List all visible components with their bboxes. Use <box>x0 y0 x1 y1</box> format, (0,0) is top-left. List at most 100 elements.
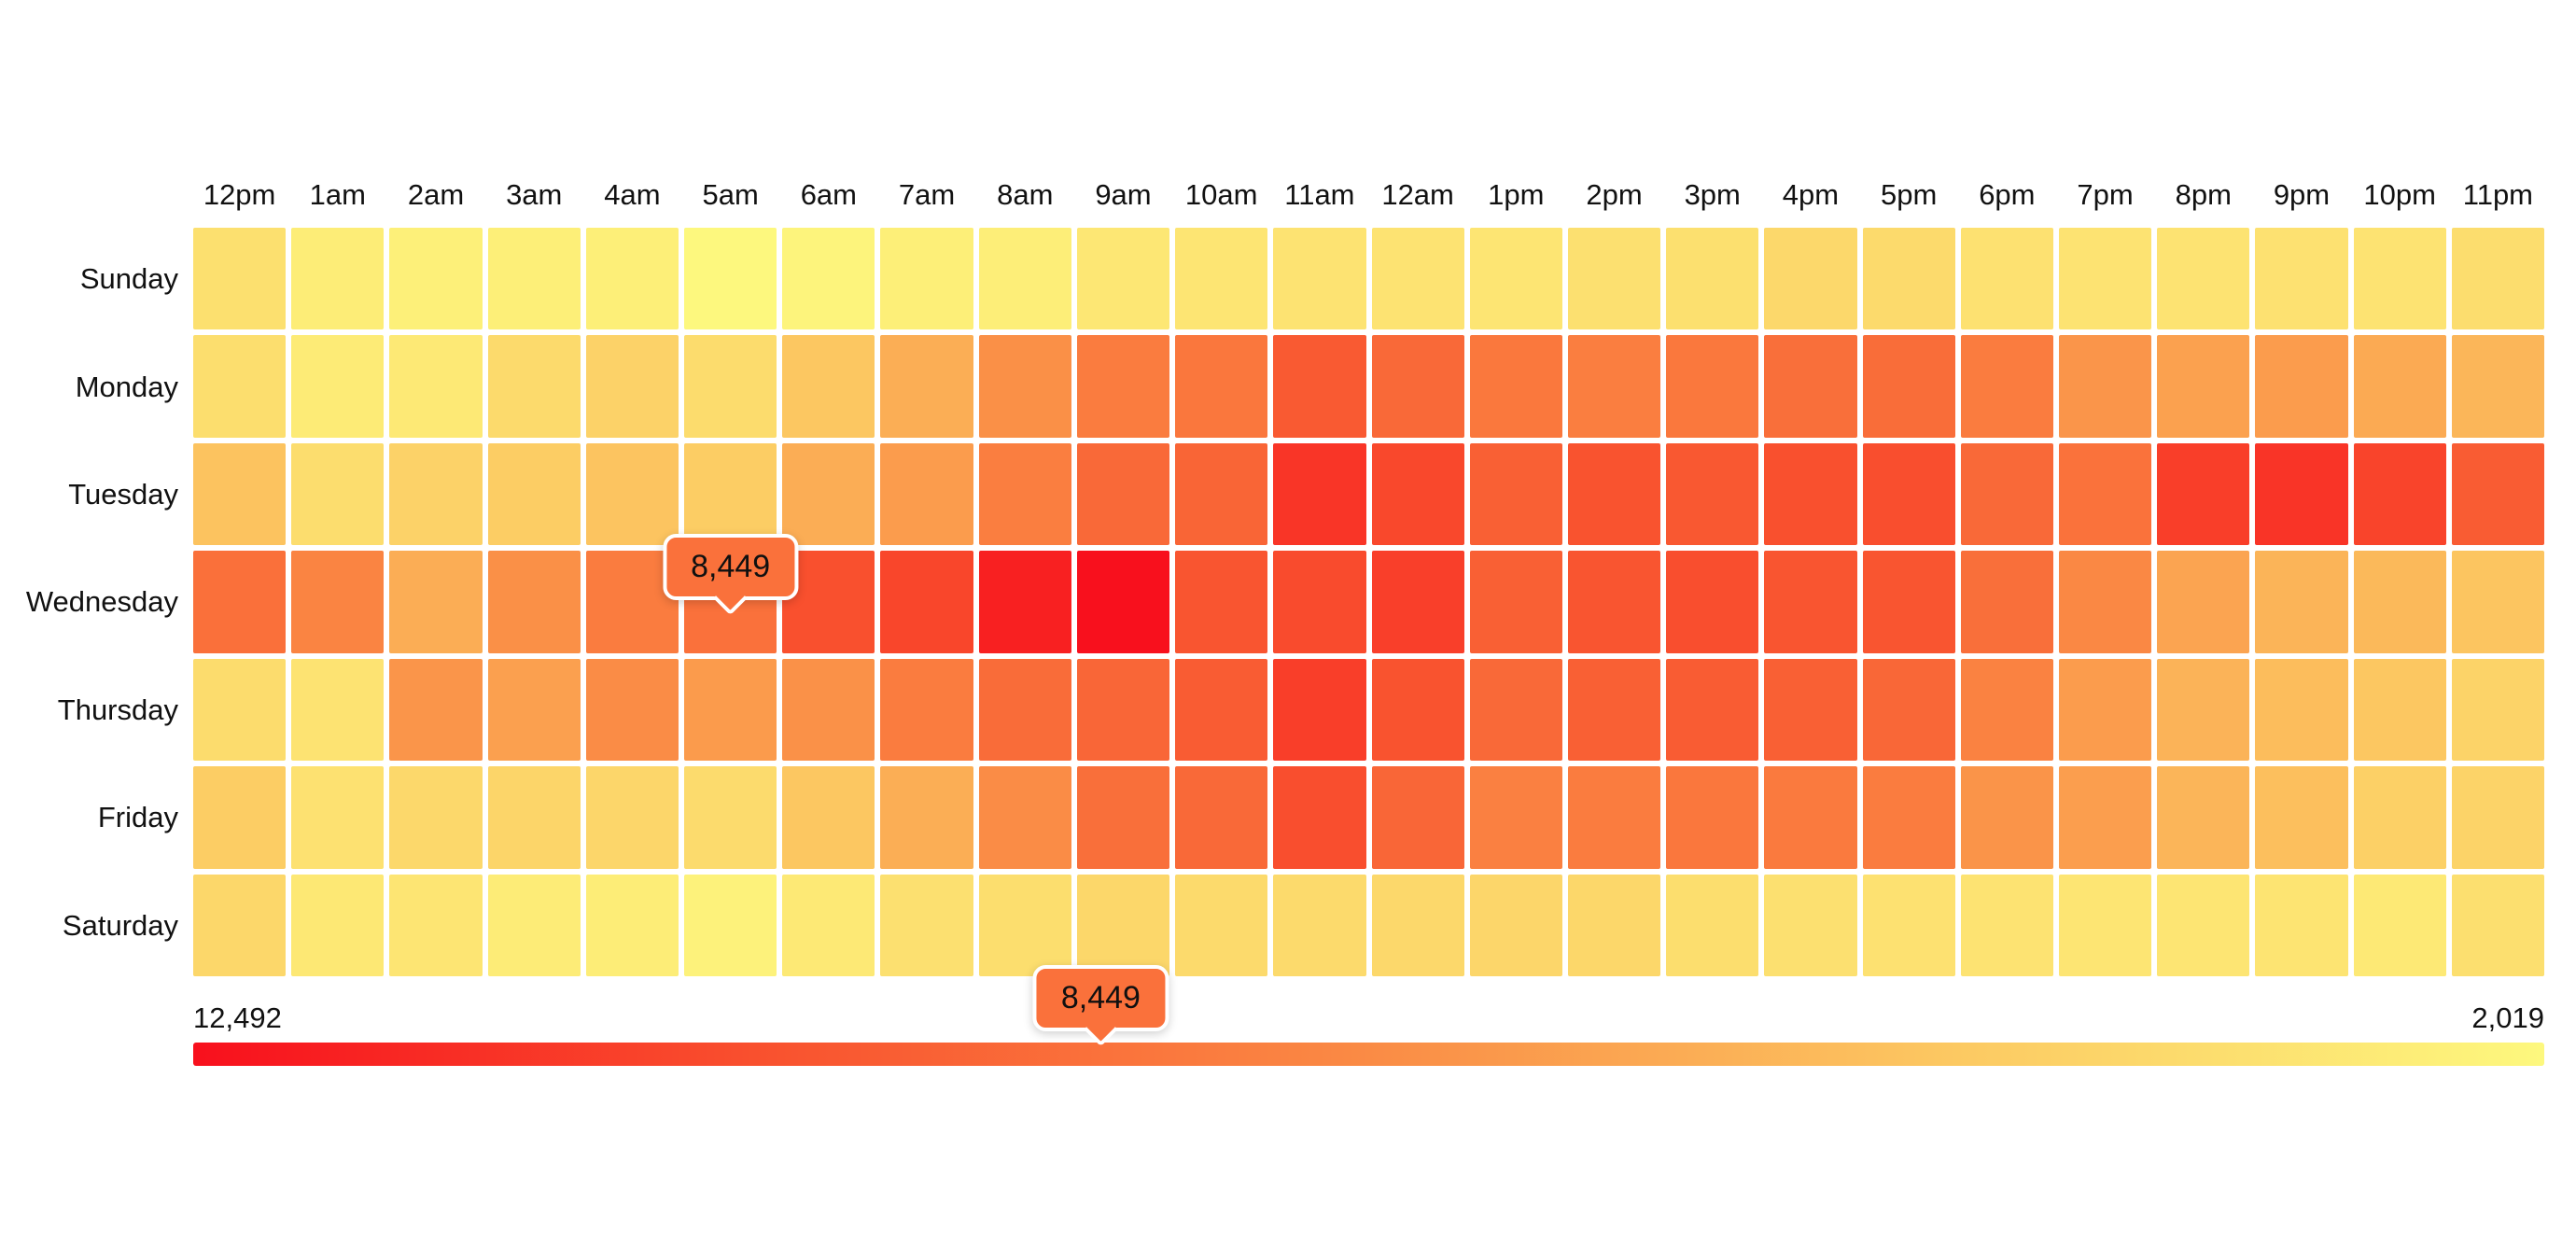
heatmap-cell[interactable] <box>880 766 973 869</box>
heatmap-cell[interactable] <box>2255 442 2348 546</box>
heatmap-cell[interactable] <box>585 335 679 438</box>
heatmap-cell[interactable] <box>684 228 777 330</box>
heatmap-cell[interactable] <box>1567 335 1661 438</box>
heatmap-cell[interactable] <box>1862 228 1955 330</box>
heatmap-cell[interactable] <box>193 874 287 976</box>
heatmap-cell[interactable] <box>1469 551 1562 653</box>
heatmap-cell[interactable] <box>1764 335 1857 438</box>
heatmap-cell[interactable] <box>2353 442 2446 546</box>
heatmap-cell[interactable] <box>1666 766 1759 869</box>
heatmap-cell[interactable] <box>880 442 973 546</box>
heatmap-cell[interactable] <box>193 228 287 330</box>
heatmap-cell[interactable] <box>1371 335 1464 438</box>
heatmap-cell[interactable] <box>291 335 385 438</box>
heatmap-cell[interactable] <box>585 228 679 330</box>
heatmap-cell[interactable] <box>1764 442 1857 546</box>
heatmap-cell[interactable] <box>1666 335 1759 438</box>
heatmap-cell[interactable] <box>1567 442 1661 546</box>
heatmap-cell[interactable] <box>1764 551 1857 653</box>
heatmap-cell[interactable] <box>1273 551 1366 653</box>
heatmap-cell[interactable] <box>2451 874 2544 976</box>
heatmap-cell[interactable] <box>585 658 679 762</box>
heatmap-cell[interactable] <box>1567 874 1661 976</box>
heatmap-cell[interactable] <box>2451 658 2544 762</box>
heatmap-cell[interactable] <box>880 335 973 438</box>
heatmap-cell[interactable] <box>1469 874 1562 976</box>
heatmap-cell[interactable] <box>1273 766 1366 869</box>
heatmap-cell[interactable] <box>193 335 287 438</box>
heatmap-cell[interactable] <box>487 658 581 762</box>
heatmap-cell[interactable] <box>1764 874 1857 976</box>
heatmap-cell[interactable] <box>684 335 777 438</box>
heatmap-cell[interactable] <box>2353 228 2446 330</box>
heatmap-cell[interactable] <box>2255 874 2348 976</box>
heatmap-cell[interactable] <box>684 442 777 546</box>
heatmap-cell[interactable] <box>684 874 777 976</box>
heatmap-cell[interactable] <box>1076 874 1170 976</box>
heatmap-cell[interactable] <box>1175 874 1268 976</box>
heatmap-cell[interactable] <box>2058 551 2152 653</box>
heatmap-cell[interactable] <box>1960 228 2053 330</box>
heatmap-cell[interactable] <box>2353 766 2446 869</box>
heatmap-cell[interactable] <box>1862 874 1955 976</box>
heatmap-cell[interactable] <box>978 551 1071 653</box>
heatmap-cell[interactable] <box>1666 228 1759 330</box>
heatmap-cell[interactable] <box>2058 228 2152 330</box>
heatmap-cell[interactable] <box>193 442 287 546</box>
heatmap-cell[interactable] <box>1273 335 1366 438</box>
heatmap-cell[interactable] <box>1567 658 1661 762</box>
heatmap-cell[interactable] <box>1273 658 1366 762</box>
heatmap-cell[interactable] <box>2157 335 2250 438</box>
heatmap-cell[interactable] <box>2255 228 2348 330</box>
heatmap-cell[interactable] <box>1175 766 1268 869</box>
heatmap-cell[interactable] <box>389 442 483 546</box>
heatmap-cell[interactable] <box>487 442 581 546</box>
heatmap-cell[interactable] <box>2157 874 2250 976</box>
heatmap-cell[interactable] <box>1076 228 1170 330</box>
heatmap-cell[interactable] <box>684 766 777 869</box>
color-scale-bar[interactable] <box>193 1043 2544 1066</box>
heatmap-cell[interactable] <box>1469 442 1562 546</box>
heatmap-cell[interactable] <box>782 228 875 330</box>
heatmap-cell[interactable] <box>2157 766 2250 869</box>
heatmap-cell[interactable] <box>2353 551 2446 653</box>
heatmap-cell[interactable] <box>1469 228 1562 330</box>
heatmap-cell[interactable] <box>2058 442 2152 546</box>
heatmap-cell[interactable] <box>487 874 581 976</box>
heatmap-cell[interactable] <box>389 335 483 438</box>
heatmap-cell[interactable] <box>1764 658 1857 762</box>
heatmap-cell[interactable] <box>1469 658 1562 762</box>
heatmap-cell[interactable] <box>291 874 385 976</box>
heatmap-cell[interactable] <box>2255 335 2348 438</box>
heatmap-cell[interactable] <box>2058 766 2152 869</box>
heatmap-cell[interactable] <box>1960 766 2053 869</box>
heatmap-cell[interactable] <box>193 658 287 762</box>
heatmap-cell[interactable] <box>1371 874 1464 976</box>
heatmap-cell[interactable] <box>2058 874 2152 976</box>
heatmap-cell[interactable] <box>1076 442 1170 546</box>
heatmap-cell[interactable] <box>782 442 875 546</box>
heatmap-cell[interactable] <box>487 551 581 653</box>
heatmap-cell[interactable] <box>978 874 1071 976</box>
heatmap-cell[interactable] <box>880 228 973 330</box>
heatmap-cell[interactable] <box>1273 874 1366 976</box>
heatmap-cell[interactable] <box>1469 766 1562 869</box>
heatmap-cell[interactable] <box>782 874 875 976</box>
heatmap-cell[interactable] <box>291 658 385 762</box>
heatmap-cell[interactable] <box>1371 551 1464 653</box>
heatmap-cell[interactable] <box>2058 335 2152 438</box>
heatmap-cell[interactable] <box>1175 658 1268 762</box>
heatmap-cell[interactable] <box>389 551 483 653</box>
heatmap-cell[interactable] <box>291 551 385 653</box>
heatmap-cell[interactable] <box>2157 658 2250 762</box>
heatmap-cell[interactable] <box>1175 551 1268 653</box>
heatmap-cell[interactable] <box>1666 551 1759 653</box>
heatmap-cell[interactable] <box>585 874 679 976</box>
heatmap-cell[interactable] <box>1862 551 1955 653</box>
heatmap-cell[interactable] <box>1567 551 1661 653</box>
heatmap-cell[interactable] <box>1273 228 1366 330</box>
heatmap-cell[interactable] <box>880 874 973 976</box>
heatmap-cell[interactable] <box>2255 551 2348 653</box>
heatmap-cell[interactable] <box>782 766 875 869</box>
heatmap-cell[interactable] <box>880 658 973 762</box>
